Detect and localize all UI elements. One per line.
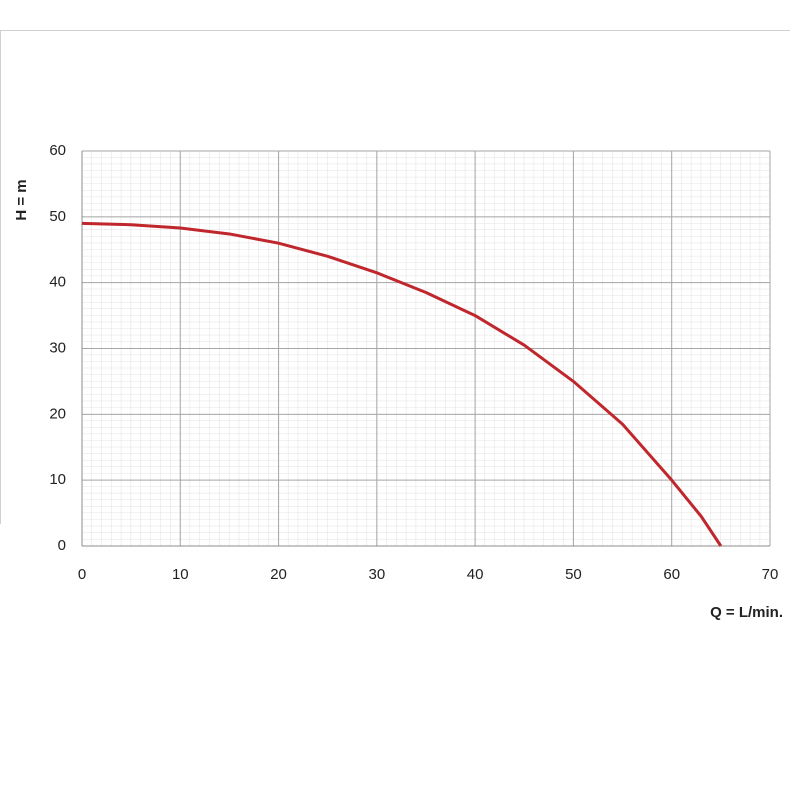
x-tick-label: 10 [172,566,189,583]
x-axis-title: Q = L/min. [710,604,783,621]
x-tick-label: 60 [663,566,680,583]
y-tick-label: 0 [58,537,66,554]
x-tick-label: 20 [270,566,287,583]
y-tick-label: 50 [49,208,66,225]
x-tick-label: 70 [762,566,779,583]
x-tick-label: 30 [369,566,386,583]
x-tick-label: 40 [467,566,484,583]
y-tick-label: 40 [49,274,66,291]
y-tick-label: 30 [49,339,66,356]
x-tick-label: 50 [565,566,582,583]
y-axis-title: H = m [13,179,30,220]
y-tick-label: 60 [49,142,66,159]
y-tick-label: 20 [49,405,66,422]
data-line [81,221,723,547]
y-tick-label: 10 [49,471,66,488]
x-tick-label: 0 [78,566,86,583]
frame [0,30,790,524]
